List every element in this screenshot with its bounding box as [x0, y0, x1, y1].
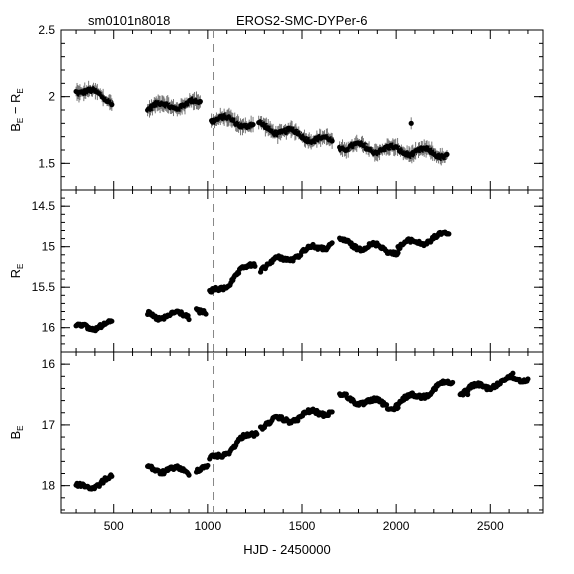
data-point — [510, 370, 516, 376]
data-point — [450, 379, 456, 386]
y-tick-label: 17 — [42, 418, 56, 432]
data-point — [525, 376, 531, 382]
y-tick-label: 15.5 — [32, 280, 56, 294]
x-axis-label: HJD - 2450000 — [243, 542, 331, 557]
data-point — [186, 316, 192, 323]
data-point — [235, 270, 242, 276]
data-point — [444, 151, 450, 157]
data-point — [408, 120, 414, 126]
data-point — [395, 250, 401, 256]
y-tick-label: 16 — [42, 321, 56, 335]
y-tick-label: 16 — [42, 357, 56, 371]
x-tick-label: 2000 — [383, 519, 410, 533]
object-name-label: EROS2-SMC-DYPer-6 — [236, 13, 368, 28]
data-points — [73, 370, 531, 492]
y-tick-label: 14.5 — [32, 199, 56, 213]
y-axis-label: RE — [8, 264, 25, 279]
data-point — [446, 231, 452, 237]
data-point — [205, 462, 211, 469]
data-point — [465, 391, 471, 398]
x-tick-label: 1000 — [195, 519, 222, 533]
y-axis-label: BE — [8, 425, 25, 439]
data-point — [329, 409, 335, 415]
panel-red: 14.5 15 15.5 16 RE — [8, 189, 544, 353]
x-tick-label: 1500 — [289, 519, 316, 533]
x-tick-label: 2500 — [477, 519, 504, 533]
data-point — [203, 311, 209, 317]
data-point — [329, 138, 335, 144]
data-point — [250, 121, 256, 128]
y-axis-label: BE − RE — [8, 88, 25, 132]
data-point — [109, 318, 115, 324]
y-tick-label: 18 — [42, 479, 56, 493]
data-point — [185, 312, 191, 319]
data-points — [73, 229, 452, 334]
data-point — [254, 431, 260, 437]
data-point — [109, 473, 115, 479]
data-point — [197, 98, 203, 105]
panel-frame — [60, 29, 544, 191]
y-tick-label: 2 — [48, 90, 55, 104]
data-point — [252, 263, 258, 269]
data-point — [109, 102, 115, 108]
data-point — [186, 472, 192, 478]
star-id-label: sm0101n8018 — [88, 13, 171, 28]
panel-frame — [60, 189, 544, 353]
y-tick-label: 15 — [42, 240, 56, 254]
panel-color: 1.5 2 2.5 BE − RE — [8, 23, 544, 191]
data-point — [383, 402, 390, 408]
y-tick-label: 1.5 — [38, 156, 55, 170]
data-points — [73, 80, 450, 166]
panel-frame — [60, 351, 544, 514]
y-tick-label: 2.5 — [38, 23, 55, 37]
panel-blue: 16 17 18 BE — [8, 351, 544, 514]
data-point — [329, 240, 335, 246]
x-tick-label: 500 — [104, 519, 124, 533]
